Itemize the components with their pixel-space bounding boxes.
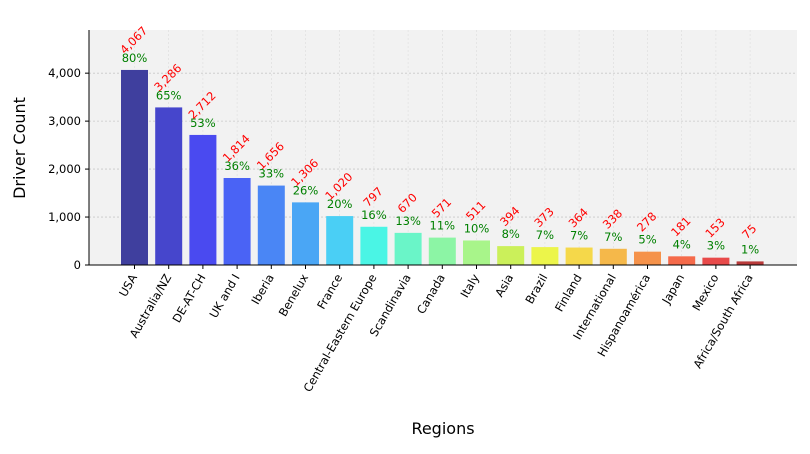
percent-label: 1% xyxy=(741,242,759,256)
percent-label: 7% xyxy=(604,230,622,244)
percent-label: 36% xyxy=(224,159,250,173)
percent-label: 13% xyxy=(395,214,421,228)
percent-label: 11% xyxy=(430,219,456,233)
bar xyxy=(360,226,388,265)
x-tick-label: Canada xyxy=(414,272,448,317)
bar xyxy=(189,134,217,265)
x-tick-label: France xyxy=(314,272,345,312)
bars-group xyxy=(121,69,764,265)
percent-label: 80% xyxy=(122,51,148,65)
bar xyxy=(702,257,730,265)
bar xyxy=(463,240,490,265)
percent-label: 7% xyxy=(536,228,554,242)
y-tick-label: 4,000 xyxy=(48,66,81,80)
percent-label: 4% xyxy=(673,237,691,251)
percent-label: 7% xyxy=(570,229,588,243)
bar xyxy=(634,251,661,265)
percent-label: 53% xyxy=(190,116,216,130)
percent-label: 16% xyxy=(361,208,387,222)
percent-label: 33% xyxy=(259,167,285,181)
x-tick-label: Japan xyxy=(659,272,688,308)
bar xyxy=(257,185,285,265)
bar xyxy=(599,248,627,265)
percent-label: 10% xyxy=(464,221,490,235)
percent-label: 8% xyxy=(502,227,520,241)
y-tick-label: 2,000 xyxy=(48,162,81,176)
bar xyxy=(428,237,456,265)
x-tick-label: USA xyxy=(116,271,140,299)
x-tick-label: Benelux xyxy=(276,271,312,319)
y-axis-title: Driver Count xyxy=(10,97,29,199)
percent-label: 26% xyxy=(293,183,319,197)
bar xyxy=(531,247,559,265)
x-tick-label: Italy xyxy=(457,271,482,300)
x-tick-label: Mexico xyxy=(689,272,721,314)
x-tick-label: Asia xyxy=(492,272,516,300)
x-tick-label: Iberia xyxy=(248,272,276,307)
bar xyxy=(326,216,354,265)
y-tick-label: 1,000 xyxy=(48,210,81,224)
y-tick-label: 0 xyxy=(74,258,81,272)
percent-label: 3% xyxy=(707,239,725,253)
y-tick-label: 3,000 xyxy=(48,114,81,128)
x-tick-label: DE-AT-CH xyxy=(169,272,208,326)
bar xyxy=(497,246,525,265)
bar xyxy=(223,178,251,265)
x-tick-label: Brazil xyxy=(522,272,550,307)
bar xyxy=(394,232,422,265)
percent-label: 65% xyxy=(156,88,182,102)
bar xyxy=(292,202,319,265)
bar xyxy=(121,69,148,265)
x-axis-title: Regions xyxy=(411,419,474,438)
percent-label: 20% xyxy=(327,197,353,211)
bar xyxy=(668,256,696,265)
bar xyxy=(565,247,593,265)
x-tick-label: Finland xyxy=(552,272,585,315)
percent-label: 5% xyxy=(638,233,656,247)
data-labels-group: 80%4,06765%3,28653%2,71236%1,81433%1,656… xyxy=(117,24,759,257)
x-tick-label: UK and I xyxy=(206,272,242,321)
grid-lines xyxy=(89,30,797,265)
bar xyxy=(155,107,183,265)
bar xyxy=(736,261,764,265)
